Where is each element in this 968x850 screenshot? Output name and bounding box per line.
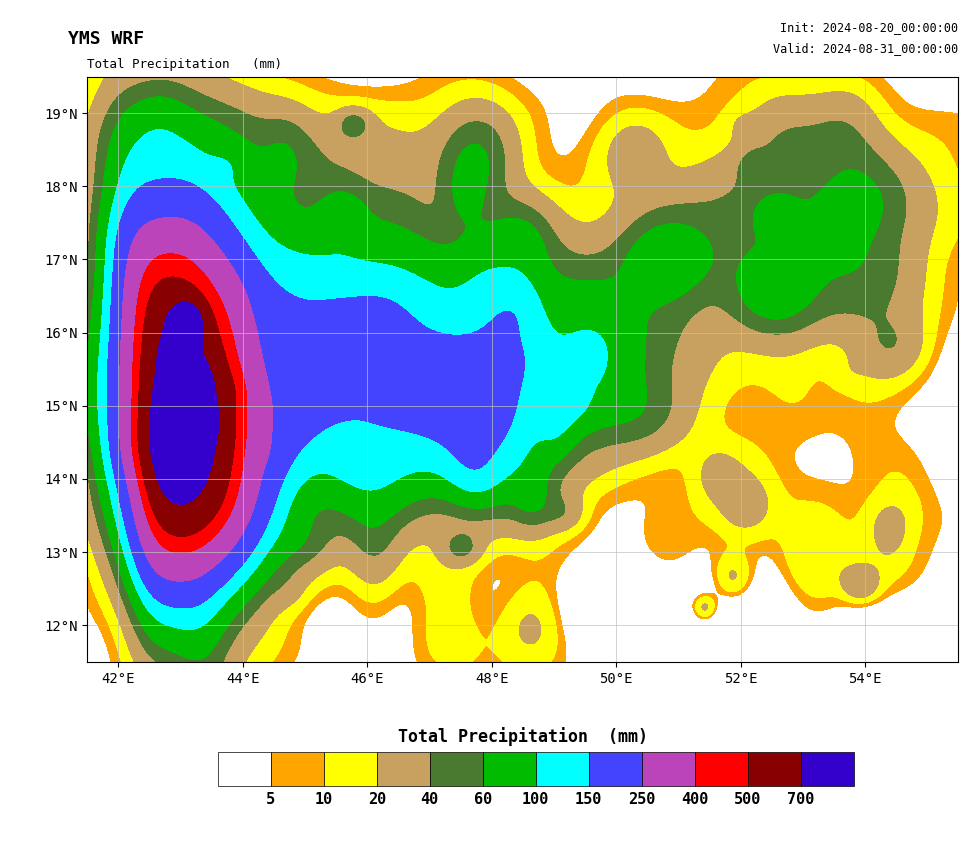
Text: 250: 250 <box>628 792 655 808</box>
Bar <box>535 752 589 786</box>
Text: Total Precipitation  (mm): Total Precipitation (mm) <box>398 727 648 745</box>
Text: 100: 100 <box>522 792 550 808</box>
Bar <box>801 752 854 786</box>
Bar <box>695 752 747 786</box>
Text: 10: 10 <box>315 792 333 808</box>
Text: Valid: 2024-08-31_00:00:00: Valid: 2024-08-31_00:00:00 <box>773 42 958 55</box>
Text: Init: 2024-08-20_00:00:00: Init: 2024-08-20_00:00:00 <box>780 21 958 34</box>
Bar <box>747 752 801 786</box>
Bar <box>589 752 642 786</box>
Text: YMS WRF: YMS WRF <box>68 30 144 48</box>
Text: 60: 60 <box>473 792 492 808</box>
Text: Total Precipitation   (mm): Total Precipitation (mm) <box>87 58 282 71</box>
Bar <box>218 752 271 786</box>
Bar <box>323 752 377 786</box>
Bar <box>430 752 483 786</box>
Text: 5: 5 <box>266 792 275 808</box>
Bar <box>483 752 535 786</box>
Text: 400: 400 <box>681 792 709 808</box>
Text: 20: 20 <box>368 792 386 808</box>
Text: 150: 150 <box>575 792 602 808</box>
Text: 40: 40 <box>421 792 439 808</box>
Bar <box>377 752 430 786</box>
Text: 700: 700 <box>787 792 814 808</box>
Bar <box>271 752 323 786</box>
Text: 500: 500 <box>734 792 762 808</box>
Bar <box>642 752 695 786</box>
